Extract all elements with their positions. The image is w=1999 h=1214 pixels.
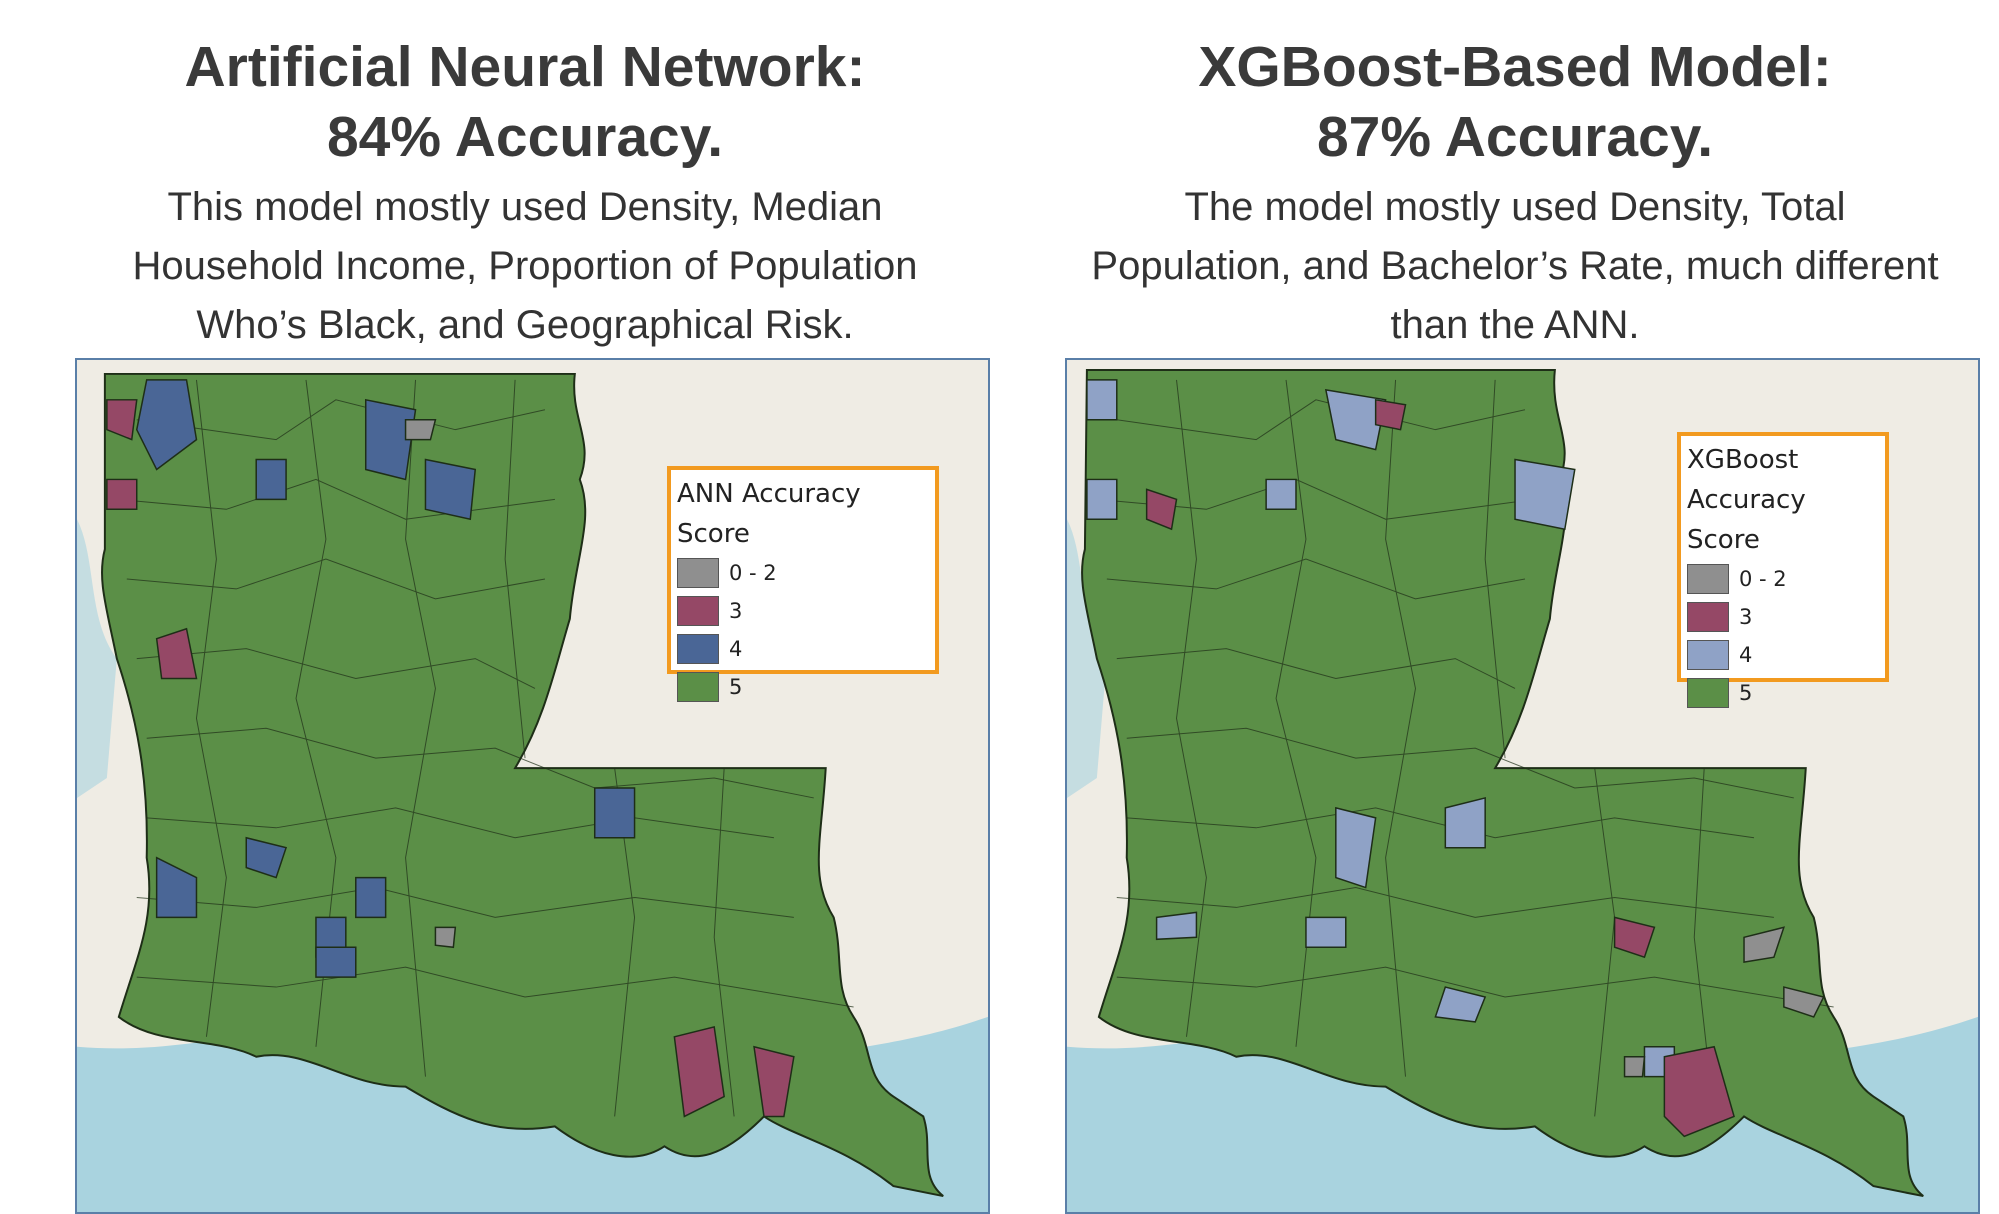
legend-label: 5 [1739,681,1753,705]
legend-label: 3 [1739,605,1753,629]
ann-description: This model mostly used Density, Median H… [132,185,918,347]
ann-map: ANN Accuracy Score 0 - 2 3 4 5 [75,358,990,1214]
xgboost-legend-item: 0 - 2 [1681,560,1885,598]
xgboost-louisiana-shape [1081,368,1924,1198]
ann-legend-title: ANN Accuracy Score [677,479,861,549]
xgboost-legend-item: 3 [1681,598,1885,636]
legend-swatch-4 [677,634,719,664]
ann-legend-item: 4 [671,630,935,668]
ann-louisiana-shape [101,372,944,1198]
ann-title-line1: Artificial Neural Network: [184,35,866,99]
ann-legend-item: 3 [671,592,935,630]
legend-swatch-4 [1687,640,1729,670]
ann-legend-item: 0 - 2 [671,554,935,592]
legend-swatch-3 [677,596,719,626]
legend-swatch-5 [1687,678,1729,708]
xgboost-panel: XGBoost-Based Model: 87% Accuracy. The m… [1050,0,1980,1214]
xgboost-description: The model mostly used Density, Total Pop… [1091,185,1939,347]
legend-label: 3 [729,599,743,623]
ann-title-line2: 84% Accuracy. [326,105,724,169]
legend-label: 4 [1739,643,1753,667]
xgboost-title-line1: XGBoost-Based Model: [1198,35,1832,99]
legend-swatch-3 [1687,602,1729,632]
legend-label: 4 [729,637,743,661]
xgboost-map-svg [1067,360,1978,1212]
xgboost-title-line2: 87% Accuracy. [1316,105,1714,169]
ann-legend-item: 5 [671,668,935,706]
legend-label: 5 [729,675,743,699]
xgboost-map: XGBoost Accuracy Score 0 - 2 3 4 5 [1065,358,1980,1214]
xgboost-legend-title: XGBoost Accuracy Score [1687,445,1806,555]
xgboost-legend: XGBoost Accuracy Score 0 - 2 3 4 5 [1677,432,1889,708]
ann-legend: ANN Accuracy Score 0 - 2 3 4 5 [667,466,939,702]
xgboost-legend-item: 4 [1681,636,1885,674]
legend-swatch-0-2 [1687,564,1729,594]
ann-panel: Artificial Neural Network: 84% Accuracy.… [60,0,990,1214]
legend-swatch-5 [677,672,719,702]
xgboost-title: XGBoost-Based Model: 87% Accuracy. [1050,32,1980,172]
legend-label: 0 - 2 [1739,567,1787,591]
ann-title: Artificial Neural Network: 84% Accuracy. [60,32,990,172]
legend-swatch-0-2 [677,558,719,588]
xgboost-legend-item: 5 [1681,674,1885,712]
legend-label: 0 - 2 [729,561,777,585]
